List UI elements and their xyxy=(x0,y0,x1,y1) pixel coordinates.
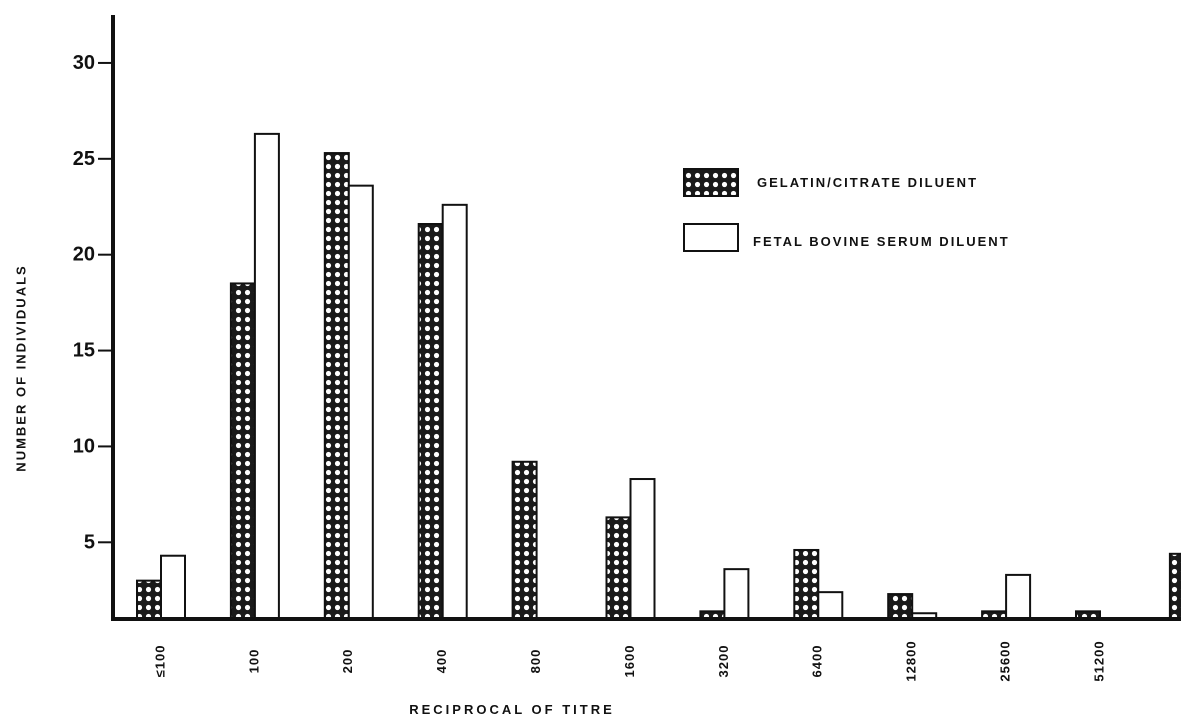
y-tick-label: 5 xyxy=(84,531,95,553)
x-tick-label: 3200 xyxy=(716,645,731,678)
bar-gelatin-7 xyxy=(793,548,820,621)
bar-gelatin-11 xyxy=(1168,552,1181,620)
x-tick-label: 200 xyxy=(340,649,355,674)
bar-fetal-2 xyxy=(347,184,374,620)
y-tick-label: 10 xyxy=(73,435,95,457)
x-tick-label: 6400 xyxy=(810,645,825,678)
x-tick-label: 25600 xyxy=(998,640,1013,681)
legend-label-gelatin: GELATIN/CITRATE DILUENT xyxy=(757,175,978,190)
bar-fetal-3 xyxy=(441,203,468,620)
bar-fetal-5 xyxy=(629,478,656,620)
x-tick-label: 800 xyxy=(528,649,543,674)
x-tick-labels: ≤100 100 200 400 800 1600 3200 6400 12800 25600 51… xyxy=(152,640,1106,681)
y-tick-label: 25 xyxy=(73,148,95,170)
x-tick-label: 100 xyxy=(246,649,261,674)
bar-gelatin-5 xyxy=(605,516,632,620)
x-axis-title: RECIPROCAL OF TITRE xyxy=(409,702,615,717)
x-tick-label: 1600 xyxy=(622,645,637,678)
x-tick-label: ≤100 xyxy=(152,645,167,678)
y-tick-label: 30 xyxy=(73,52,95,74)
legend-swatch-gelatin xyxy=(683,168,739,197)
y-axis-title: NUMBER OF INDIVIDUALS xyxy=(13,264,28,471)
bar-gelatin-1 xyxy=(229,282,256,620)
y-tick-label: 15 xyxy=(73,340,95,362)
bar-gelatin-2 xyxy=(323,152,350,621)
bar-fetal-6 xyxy=(723,568,750,621)
y-tick-labels: 5 10 15 20 25 30 xyxy=(73,52,113,553)
bar-fetal-1 xyxy=(253,132,280,620)
bar-gelatin-3 xyxy=(417,223,444,620)
bar-gelatin-8 xyxy=(887,593,914,620)
bars xyxy=(136,132,1181,621)
legend: GELATIN/CITRATE DILUENT FETAL BOVINE SER… xyxy=(683,168,1010,252)
bar-fetal-7 xyxy=(817,591,844,621)
x-tick-label: 400 xyxy=(434,649,449,674)
bar-gelatin-0 xyxy=(136,579,162,621)
bar-fetal-0 xyxy=(160,554,186,621)
bar-fetal-9 xyxy=(1005,573,1032,621)
bar-gelatin-4 xyxy=(511,460,538,620)
y-axis-label: NUMBER OF INDIVIDUALS xyxy=(13,264,28,471)
legend-swatch-fetal xyxy=(683,223,739,252)
x-tick-label: 51200 xyxy=(1091,640,1106,681)
x-tick-label: 12800 xyxy=(904,640,919,681)
y-tick-label: 20 xyxy=(73,244,95,266)
legend-label-fetal: FETAL BOVINE SERUM DILUENT xyxy=(753,234,1010,249)
